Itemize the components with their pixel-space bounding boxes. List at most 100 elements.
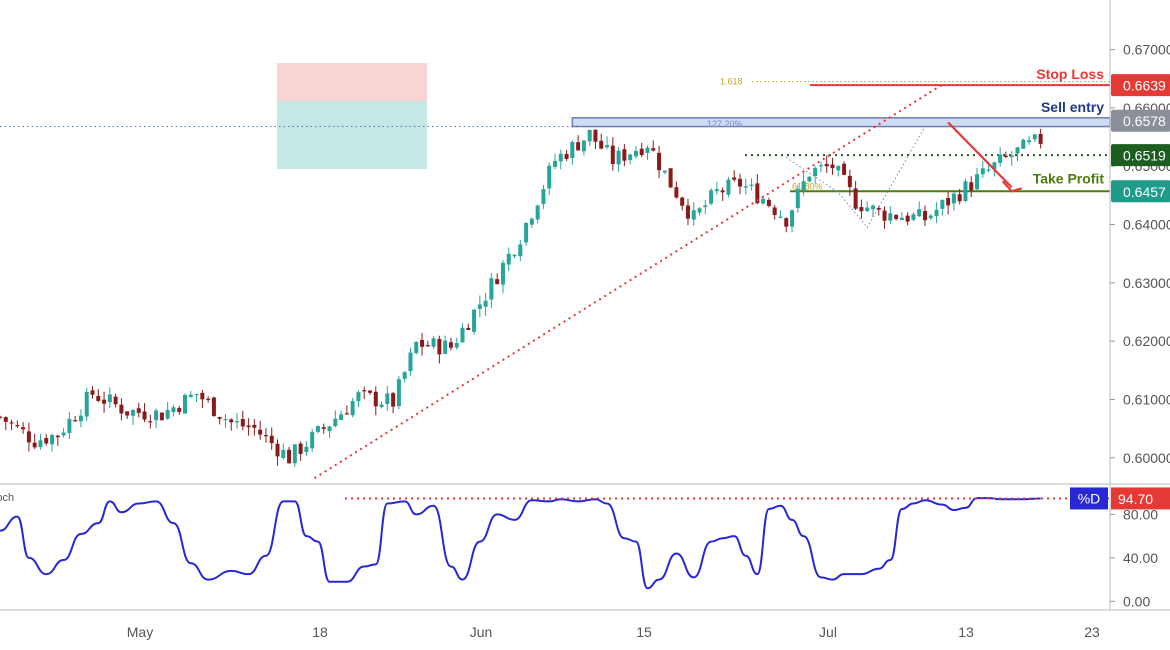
candle-body <box>859 207 864 212</box>
candle-body <box>414 341 419 354</box>
candle-body <box>512 254 517 257</box>
candle-body <box>500 262 505 285</box>
candle-body <box>685 205 690 219</box>
candle-body <box>697 208 702 213</box>
candle-body <box>986 169 991 171</box>
candle-body <box>333 418 338 427</box>
stoch-value-label: 94.70 <box>1118 491 1153 507</box>
candle-body <box>321 427 326 429</box>
candle-body <box>159 412 164 421</box>
candle-body <box>778 216 783 218</box>
candle-body <box>425 345 430 347</box>
candle-body <box>818 165 823 167</box>
harmonic-pattern-lines <box>785 126 926 229</box>
candle-body <box>587 129 592 142</box>
x-tick-label: 23 <box>1084 624 1100 640</box>
y-tick-label: 0.62000 <box>1123 333 1170 349</box>
candle-body <box>194 394 199 396</box>
candle-body <box>269 435 274 444</box>
candle-body <box>888 213 893 221</box>
candle-body <box>165 409 170 419</box>
price-badge-label: 0.6457 <box>1123 184 1166 200</box>
candle-body <box>645 147 650 153</box>
stoch-legend-badge <box>1070 487 1108 510</box>
stoch-legend-label: %D <box>1078 490 1101 506</box>
candle-body <box>477 304 482 309</box>
candle-body <box>495 279 500 285</box>
candle-body <box>558 153 563 162</box>
candle-body <box>847 175 852 188</box>
candle-body <box>396 379 401 407</box>
candle-body <box>223 419 228 421</box>
price-badge-label: 0.6519 <box>1123 148 1166 164</box>
candle-body <box>529 218 534 225</box>
candle-body <box>1032 134 1037 140</box>
candle-body <box>628 154 633 161</box>
candle-body <box>813 168 818 177</box>
y-tick-label: 0.60000 <box>1123 450 1170 466</box>
candle-body <box>171 407 176 413</box>
candle-body <box>668 168 673 188</box>
candle-body <box>766 200 771 206</box>
candle-body <box>657 152 662 171</box>
candle-body <box>691 210 696 220</box>
candle-body <box>853 188 858 209</box>
candle-body <box>263 435 268 437</box>
candle-body <box>720 190 725 193</box>
candle-body <box>975 174 980 190</box>
candle-body <box>714 189 719 192</box>
x-tick-label: Jun <box>470 624 493 640</box>
candle-body <box>749 184 754 186</box>
candle-body <box>639 148 644 156</box>
candle-body <box>50 435 55 445</box>
stoch-d-line <box>0 497 1041 590</box>
candle-body <box>946 198 951 206</box>
candle-body <box>934 209 939 217</box>
fib-1618-label: 1.618 <box>720 77 743 87</box>
candle-body <box>772 207 777 216</box>
candle-body <box>466 327 471 331</box>
candle-body <box>15 425 20 427</box>
candle-body <box>535 205 540 220</box>
candle-body <box>211 397 216 417</box>
candle-body <box>26 431 31 443</box>
candle-body <box>275 443 280 457</box>
x-tick-label: 15 <box>636 624 652 640</box>
x-tick-label: 18 <box>312 624 328 640</box>
take-profit-label: Take Profit <box>1033 170 1105 186</box>
candle-body <box>581 140 586 152</box>
candle-body <box>1038 133 1043 144</box>
candle-body <box>21 427 26 430</box>
candle-body <box>680 197 685 206</box>
candle-body <box>593 129 598 142</box>
candle-body <box>431 338 436 347</box>
sell-arrow-head <box>1001 180 1023 193</box>
candle-body <box>454 343 459 348</box>
candle-body <box>90 390 95 395</box>
candle-body <box>882 210 887 221</box>
candle-body <box>807 176 812 182</box>
candle-body <box>483 300 488 307</box>
candle-body <box>246 425 251 428</box>
candle-body <box>795 188 800 209</box>
x-tick-label: 13 <box>958 624 974 640</box>
candle-body <box>206 398 211 400</box>
candle-body <box>327 426 332 432</box>
candle-body <box>385 393 390 405</box>
candle-body <box>84 391 89 417</box>
sell-arrow-shaft <box>947 121 1013 189</box>
candle-body <box>1027 140 1032 143</box>
candle-body <box>616 150 621 165</box>
candle-body <box>870 205 875 210</box>
price-badge-label: 0.6578 <box>1123 113 1166 129</box>
stoch-value-badge <box>1111 487 1170 510</box>
candle-body <box>292 444 297 464</box>
candle-body <box>437 338 442 355</box>
reward-box <box>277 101 427 169</box>
candle-body <box>824 163 829 167</box>
candle-body <box>518 244 523 257</box>
y-tick-label: 0.61000 <box>1123 391 1170 407</box>
candle-body <box>32 442 37 448</box>
candle-body <box>350 401 355 416</box>
candle-body <box>980 168 985 175</box>
